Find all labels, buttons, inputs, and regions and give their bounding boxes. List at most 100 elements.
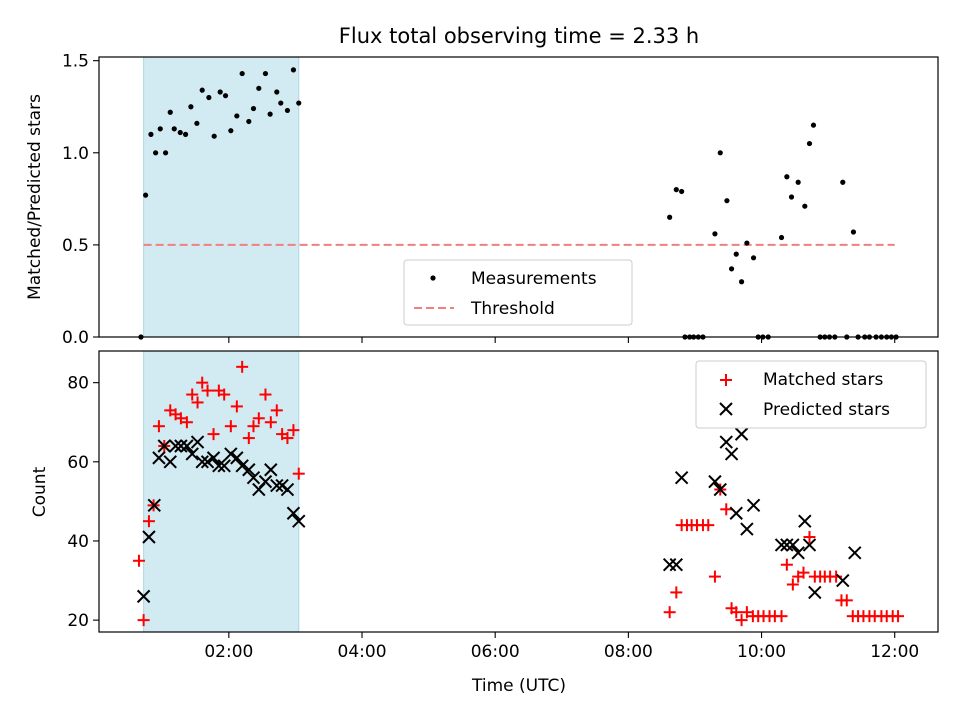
predicted-star-point xyxy=(136,589,151,604)
predicted-star-point xyxy=(708,474,722,489)
matched-star-point xyxy=(230,400,243,413)
matched-star-point xyxy=(259,388,272,401)
measurement-point xyxy=(802,203,808,209)
predicted-star-point xyxy=(230,451,244,465)
x-tick-label: 08:00 xyxy=(604,642,653,662)
predicted-star-stroke-b xyxy=(242,463,256,477)
bottom-plot-frame xyxy=(98,350,939,633)
predicted-star-point xyxy=(152,451,166,465)
predicted-star-point xyxy=(808,585,822,600)
matched-star-point xyxy=(708,570,721,583)
predicted-star-stroke-b xyxy=(224,447,238,461)
predicted-star-point xyxy=(185,447,199,461)
measurement-point xyxy=(795,179,801,185)
predicted-star-stroke-b xyxy=(280,482,295,497)
predicted-star-stroke-b xyxy=(724,447,739,461)
measurement-point xyxy=(778,234,785,241)
predicted-star-stroke-b xyxy=(212,459,226,473)
matched-star-point xyxy=(775,610,788,623)
predicted-star-point xyxy=(174,439,188,453)
predicted-star-stroke-b xyxy=(836,573,850,588)
measurement-point xyxy=(840,179,846,185)
measurement-point xyxy=(850,229,857,235)
legend-measurements-label: Measurements xyxy=(471,269,597,289)
legend-predicted-marker xyxy=(719,402,733,416)
matched-star-point xyxy=(180,416,193,429)
measurement-point xyxy=(784,174,790,180)
predicted-star-point xyxy=(746,498,761,513)
matched-star-point xyxy=(152,420,165,433)
predicted-star-point xyxy=(774,538,789,552)
predicted-star-point xyxy=(798,514,812,528)
predicted-star-point xyxy=(157,439,171,453)
predicted-star-stroke-b xyxy=(174,439,188,453)
bottom-legend: Matched stars Predicted stars xyxy=(695,360,927,429)
predicted-star-stroke-b xyxy=(286,506,301,520)
predicted-star-point xyxy=(264,463,278,477)
matched-star-point xyxy=(663,606,676,619)
predicted-star-point xyxy=(147,498,161,513)
x-tick-label: 06:00 xyxy=(471,642,520,662)
observing-span xyxy=(143,350,300,633)
matched-star-point xyxy=(281,432,294,445)
y-tick-label: 0.0 xyxy=(62,328,89,348)
predicted-star-point xyxy=(280,482,295,497)
predicted-star-stroke-b xyxy=(206,451,221,465)
measurement-point xyxy=(256,85,262,91)
matched-star-point xyxy=(236,360,249,373)
predicted-star-point xyxy=(200,455,215,469)
predicted-star-stroke-b xyxy=(200,455,215,469)
y-tick-label: 40 xyxy=(67,532,89,552)
predicted-star-stroke-b xyxy=(230,451,244,465)
predicted-star-stroke-b xyxy=(168,439,183,453)
measurement-point xyxy=(806,140,813,147)
matched-star-point xyxy=(735,614,748,627)
measurement-point xyxy=(217,89,223,95)
matched-star-point xyxy=(186,388,199,401)
counts-layer xyxy=(132,360,905,627)
matched-star-point xyxy=(292,467,305,480)
predicted-star-point xyxy=(719,435,733,449)
measurement-point xyxy=(148,131,154,137)
predicted-star-stroke-b xyxy=(848,546,862,560)
measurement-point xyxy=(267,111,273,117)
predicted-star-point xyxy=(163,455,177,469)
observing-span-top xyxy=(143,56,300,338)
matched-star-point xyxy=(892,610,905,623)
measurement-point xyxy=(171,126,177,132)
predicted-star-point xyxy=(674,470,689,485)
y-tick-label: 60 xyxy=(67,453,89,473)
measurement-point xyxy=(278,100,284,106)
matched-star-point xyxy=(247,420,260,433)
measurement-point xyxy=(211,133,217,139)
predicted-star-stroke-b xyxy=(798,514,812,528)
predicted-star-point xyxy=(292,514,306,528)
matched-star-point xyxy=(803,531,816,544)
predicted-star-stroke-b xyxy=(235,459,249,473)
predicted-star-stroke-b xyxy=(719,435,733,449)
x-tick-label: 04:00 xyxy=(338,642,387,662)
predicted-star-stroke-b xyxy=(142,530,156,544)
bottom-y-axis-label: Count xyxy=(30,466,50,517)
y-tick-label: 1.5 xyxy=(62,52,89,72)
measurement-point xyxy=(199,87,205,93)
legend-matched-marker xyxy=(720,374,732,386)
x-axis-label: Time (UTC) xyxy=(471,676,566,696)
predicted-star-stroke-b xyxy=(292,514,306,528)
predicted-star-stroke-b xyxy=(136,589,151,604)
predicted-star-stroke-b xyxy=(729,506,743,520)
matched-star-point xyxy=(201,384,214,397)
predicted-star-stroke-b xyxy=(258,474,273,489)
measurement-point xyxy=(167,109,173,115)
predicted-star-stroke-b xyxy=(185,447,199,461)
matched-star-point xyxy=(840,594,853,607)
x-tick-label: 02:00 xyxy=(204,642,253,662)
predicted-star-stroke-b xyxy=(669,558,684,572)
bottom-legend-box xyxy=(695,360,927,429)
measurement-point xyxy=(810,122,817,128)
measurement-point xyxy=(222,93,229,99)
predicted-star-point xyxy=(258,474,273,489)
predicted-star-stroke-b xyxy=(740,522,754,536)
measurement-point xyxy=(188,104,194,110)
top-axis-ticks: 0.0 0.5 1.0 1.5 xyxy=(62,52,896,348)
